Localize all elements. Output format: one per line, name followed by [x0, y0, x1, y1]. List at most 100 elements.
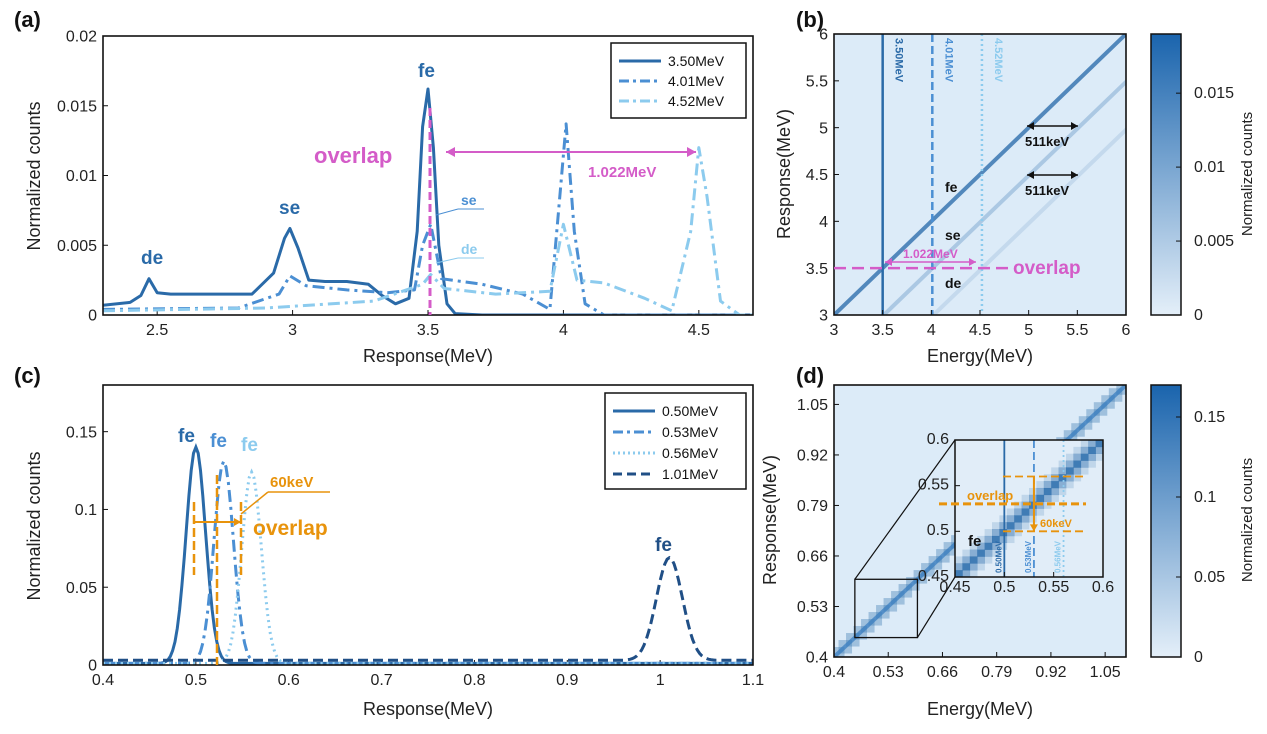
panel-b-ytick-label: 5 [819, 120, 828, 137]
panel-d-inset-cell [977, 542, 985, 550]
panel-c-ticks: 0.4 0.5 0.6 0.7 0.8 0.9 1 1.1 0 0.05 0.1 0.15 [66, 424, 764, 689]
panel-b-vline-label-1: 4.01MeV [942, 38, 954, 83]
panel-c-xtick-label: 1 [656, 672, 665, 689]
panel-d-inset-cell [1066, 474, 1074, 482]
panel-c-xtick-label: 0.5 [185, 672, 207, 689]
panel-d-xtick-label: 1.05 [1090, 664, 1121, 681]
panel-d-inset-cell [1029, 494, 1037, 502]
se-label: se [279, 198, 300, 219]
panel-d-inset-xtick-label: 0.6 [1092, 579, 1114, 596]
panel-c-xtick-label: 0.6 [278, 672, 300, 689]
panel-c-legend-label-1: 0.53MeV [662, 424, 719, 440]
panel-d-inset-heatmap: 0.50MeV 0.53MeV 0.56MeV [955, 440, 1103, 577]
panel-c-xtick-label: 0.9 [556, 672, 578, 689]
panel-d-colorbar-label: Normalized counts [1239, 458, 1256, 582]
panel-c: 0.4 0.5 0.6 0.7 0.8 0.9 1 1.1 0 0.05 0.1 0.15 Respo… [24, 384, 764, 719]
panel-a-legend: 3.50MeV 4.01MeV 4.52MeV [610, 42, 747, 119]
panel-d-ytick-label: 0.4 [806, 650, 828, 667]
panel-d-inset-cell [1006, 522, 1015, 530]
panel-d-inset-cell [1036, 508, 1045, 516]
panel-b-511-label-2: 511keV [1025, 183, 1069, 198]
panel-d-ytick-label: 0.66 [797, 549, 828, 566]
panel-b-de-ridge [930, 126, 1126, 315]
panel-d-inset-cell [1058, 474, 1067, 482]
panel-b-sep-label: 1.022MeV [903, 247, 958, 261]
panel-d-inset-xtick-label: 0.45 [939, 579, 970, 596]
panel-d-inset-cell [1058, 467, 1067, 475]
panel-b-fe-label: fe [945, 179, 958, 195]
panel-c-fe-label-3: fe [241, 435, 258, 456]
panel-b-ytick-label: 3 [819, 308, 828, 325]
panel-d-inset-cell [1058, 481, 1067, 489]
panel-label-c: (c) [14, 363, 41, 388]
panel-b-colorbar-label: Normalized counts [1239, 112, 1256, 236]
panel-d-inset-frame [954, 439, 1104, 578]
panel-d-inset-cell [1088, 460, 1096, 468]
panel-d-inset-cell [984, 542, 993, 550]
panel-d-zoom-connector-2 [916, 576, 956, 638]
panel-b-xtick-label: 3 [830, 322, 839, 339]
panel-b-se-label: se [945, 227, 961, 243]
panel-d: 0.4 0.53 0.66 0.79 0.92 1.05 0.4 0.53 0.66 0.79 0.… [760, 384, 1256, 719]
panel-d-inset-cell [1095, 453, 1103, 461]
panel-d-zoom-connector-1 [854, 439, 956, 580]
panel-d-inset-cell [1066, 460, 1074, 468]
fe-label: fe [418, 61, 435, 82]
panel-d-inset-cell [1014, 522, 1022, 530]
panel-d-inset-cell [1080, 446, 1089, 454]
panel-b-ytick-label: 3.5 [806, 261, 828, 278]
panel-c-xtick-label: 1.1 [742, 672, 764, 689]
panel-d-inset-cell [1021, 494, 1030, 502]
panel-b-ytick-label: 5.5 [806, 73, 828, 90]
panel-c-60kev-label: 60keV [270, 474, 313, 491]
panel-a-legend-label-0: 3.50MeV [668, 53, 725, 69]
panel-d-inset-cell [1006, 535, 1015, 544]
panel-a-ytick-label: 0.005 [57, 238, 97, 255]
panel-d-inset-cell [1088, 453, 1096, 461]
panel-d-ytick-label: 0.79 [797, 498, 828, 515]
panel-d-inset-cell [962, 549, 971, 557]
panel-a-xtick-label: 4 [559, 322, 568, 339]
panel-d-inset-arrowhead [1029, 524, 1038, 532]
panel-d-inset-xtick-label: 0.5 [993, 579, 1015, 596]
panel-c-ytick-label: 0.15 [66, 424, 97, 441]
panel-a-ylabel: Normalized counts [24, 101, 44, 250]
panel-d-inset-cell [1051, 474, 1059, 482]
panel-c-legend: 0.50MeV 0.53MeV 0.56MeV 1.01MeV [604, 392, 747, 490]
de-label: de [141, 248, 163, 269]
panel-b-cb-tick-label: 0.015 [1194, 85, 1234, 102]
panel-d-inset-cell [1036, 481, 1045, 489]
panel-d-inset-cell [1095, 440, 1103, 448]
panel-b-de-label: de [945, 275, 962, 291]
panel-d-inset-cell [977, 556, 985, 564]
panel-d-inset-cell [1073, 453, 1082, 461]
panel-d-inset-cell [969, 549, 978, 557]
panel-d-inset-cell [1006, 508, 1015, 516]
panel-d-inset-cell [992, 529, 1000, 537]
panel-a-ticks: 2.5 3 3.5 4 4.5 0 0.005 0.01 0.015 0.02 [57, 29, 710, 339]
panel-d-inset-cell [992, 535, 1000, 544]
panel-d-inset-cell [1051, 487, 1059, 496]
panel-c-legend-label-2: 0.56MeV [662, 445, 719, 461]
panel-b-vline-label-0: 3.50MeV [893, 38, 905, 83]
panel-a-xtick-label: 3 [288, 322, 297, 339]
panel-c-series [103, 443, 753, 665]
panel-c-overlap-label: overlap [253, 517, 328, 540]
panel-c-legend-label-3: 1.01MeV [662, 466, 719, 482]
panel-d-inset-cell [977, 535, 985, 544]
panel-b-colorbar [1150, 33, 1182, 316]
se-small-leader [435, 208, 459, 216]
panel-d-ylabel: Response(MeV) [760, 455, 780, 585]
panel-d-inset-cell [1073, 467, 1082, 475]
panel-d-inset-cell [1029, 501, 1037, 509]
panel-d-inset-ytick-label: 0.5 [927, 522, 949, 539]
panel-c-overlap-arrowhead [234, 518, 241, 526]
panel-c-series-1 [103, 457, 753, 665]
panel-d-inset-cell [999, 542, 1008, 550]
panel-d-inset-cell [1036, 487, 1045, 496]
se-small-label: se [461, 192, 477, 208]
panel-d-inset-cell [984, 556, 993, 564]
panel-c-fe-label-2: fe [210, 431, 227, 452]
panel-a-xtick-label: 4.5 [688, 322, 710, 339]
panel-d-inset-cell [1029, 515, 1037, 523]
